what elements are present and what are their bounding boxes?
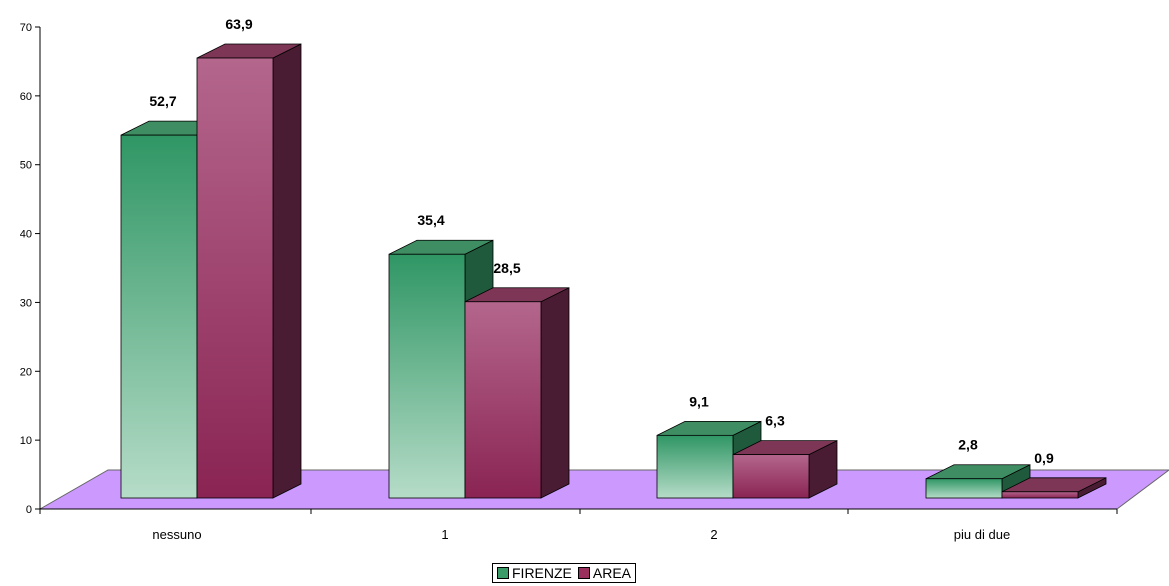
y-tick-label: 0 — [26, 504, 32, 516]
bar-front — [464, 301, 542, 499]
y-tick-label: 50 — [20, 160, 32, 172]
x-category-label: 1 — [441, 527, 448, 542]
legend-swatch-firenze — [497, 567, 509, 579]
bar-area-1 — [464, 287, 570, 499]
bar-front — [656, 434, 734, 499]
data-label-area: 63,9 — [225, 16, 252, 32]
data-label-firenze: 2,8 — [958, 437, 978, 453]
bar-area-2 — [732, 439, 838, 499]
bar-front — [388, 253, 466, 499]
data-label-firenze: 52,7 — [149, 93, 176, 109]
data-label-area: 28,5 — [493, 260, 520, 276]
data-label-area: 0,9 — [1034, 450, 1054, 466]
legend-label-firenze: FIRENZE — [512, 565, 572, 581]
x-category-label: piu di due — [954, 527, 1010, 542]
legend-swatch-area — [577, 567, 590, 579]
bar-front — [1001, 491, 1079, 499]
y-tick-label: 30 — [20, 297, 32, 309]
bar-front — [732, 454, 810, 499]
bar-side — [272, 43, 302, 499]
y-tick-label: 40 — [20, 229, 32, 241]
bar-area-3 — [1001, 477, 1107, 499]
data-label-firenze: 9,1 — [689, 393, 709, 409]
y-tick-label: 70 — [20, 22, 32, 34]
legend-label-area: AREA — [592, 565, 632, 581]
legend-item-firenze: FIRENZE — [497, 565, 572, 581]
legend-item-area: AREA — [577, 565, 632, 581]
data-label-firenze: 35,4 — [417, 212, 444, 228]
y-tick-label: 10 — [20, 435, 32, 447]
bar-side — [540, 287, 570, 499]
data-label-area: 6,3 — [765, 413, 785, 429]
bar-firenze-2 — [656, 420, 762, 499]
y-tick-label: 20 — [20, 366, 32, 378]
bar-front — [120, 134, 198, 499]
y-tick-label: 60 — [20, 91, 32, 103]
bar-firenze-3 — [925, 464, 1031, 499]
x-category-label: nessuno — [152, 527, 201, 542]
legend: FIRENZE AREA — [492, 563, 637, 583]
bar-front — [925, 478, 1003, 499]
x-category-label: 2 — [710, 527, 717, 542]
bar-front — [196, 57, 274, 499]
bar-area-0 — [196, 43, 302, 499]
